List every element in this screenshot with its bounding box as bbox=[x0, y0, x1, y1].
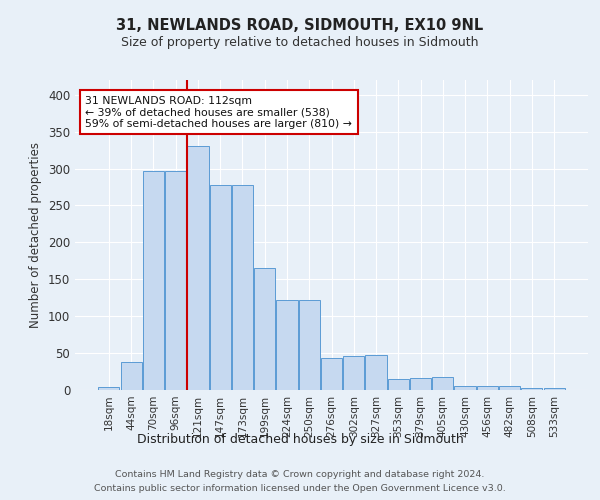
Y-axis label: Number of detached properties: Number of detached properties bbox=[29, 142, 43, 328]
Text: Size of property relative to detached houses in Sidmouth: Size of property relative to detached ho… bbox=[121, 36, 479, 49]
Bar bbox=[299, 300, 320, 390]
Bar bbox=[365, 356, 386, 390]
Bar bbox=[477, 386, 498, 390]
Bar bbox=[521, 388, 542, 390]
Bar bbox=[187, 146, 209, 390]
Bar bbox=[410, 378, 431, 390]
Bar bbox=[454, 386, 476, 390]
Bar bbox=[544, 388, 565, 390]
Bar bbox=[432, 378, 454, 390]
Bar bbox=[277, 300, 298, 390]
Bar bbox=[98, 387, 119, 390]
Text: 31, NEWLANDS ROAD, SIDMOUTH, EX10 9NL: 31, NEWLANDS ROAD, SIDMOUTH, EX10 9NL bbox=[116, 18, 484, 32]
Bar bbox=[209, 185, 231, 390]
Bar bbox=[121, 362, 142, 390]
Bar bbox=[343, 356, 364, 390]
Bar bbox=[388, 379, 409, 390]
Bar bbox=[254, 268, 275, 390]
Text: Contains public sector information licensed under the Open Government Licence v3: Contains public sector information licen… bbox=[94, 484, 506, 493]
Bar bbox=[232, 185, 253, 390]
Bar bbox=[321, 358, 342, 390]
Text: Contains HM Land Registry data © Crown copyright and database right 2024.: Contains HM Land Registry data © Crown c… bbox=[115, 470, 485, 479]
Bar bbox=[165, 171, 186, 390]
Text: Distribution of detached houses by size in Sidmouth: Distribution of detached houses by size … bbox=[137, 432, 463, 446]
Bar bbox=[143, 171, 164, 390]
Bar bbox=[499, 386, 520, 390]
Text: 31 NEWLANDS ROAD: 112sqm
← 39% of detached houses are smaller (538)
59% of semi-: 31 NEWLANDS ROAD: 112sqm ← 39% of detach… bbox=[85, 96, 352, 128]
